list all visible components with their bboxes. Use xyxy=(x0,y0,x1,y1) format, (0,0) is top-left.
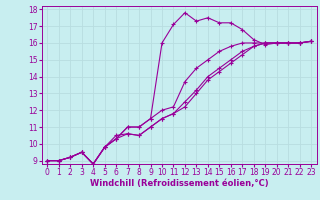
X-axis label: Windchill (Refroidissement éolien,°C): Windchill (Refroidissement éolien,°C) xyxy=(90,179,268,188)
